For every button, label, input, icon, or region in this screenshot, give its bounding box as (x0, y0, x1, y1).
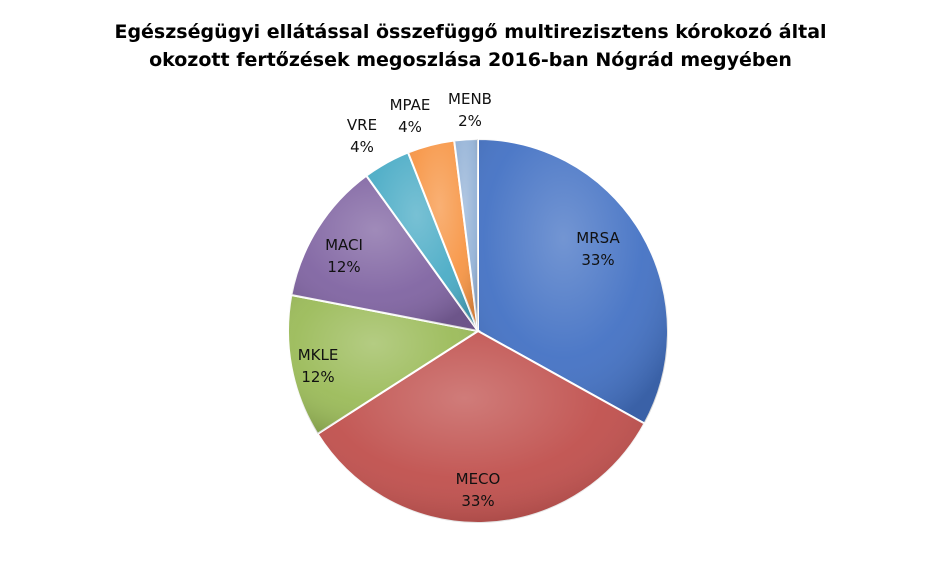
pie-slice-shading-mrsa (478, 139, 669, 424)
pie-slices (287, 137, 669, 525)
pie-pct-maci: 12% (327, 258, 360, 276)
pie-pct-menb: 2% (458, 112, 482, 130)
pie-pct-vre: 4% (350, 138, 374, 156)
chart-title-line-1: Egészségügyi ellátással összefüggő multi… (114, 21, 827, 43)
pie-label-mpae: MPAE (390, 96, 431, 114)
pie-slice-shading-mpae (408, 140, 478, 331)
pie-pct-mkle: 12% (301, 368, 334, 386)
pie-slice-shading-vre (366, 152, 478, 331)
pie-labels: MRSA 33% MECO 33% MKLE 12% MACI 12% VRE 4% MPAE 4% M… (298, 90, 621, 510)
pie-pct-meco: 33% (461, 492, 494, 510)
pie-label-maci: MACI (325, 236, 363, 254)
pie-label-meco: MECO (456, 470, 501, 488)
pie-pct-mrsa: 33% (581, 251, 614, 269)
chart-title: Egészségügyi ellátással összefüggő multi… (0, 18, 941, 74)
pie-slice-shading-menb (454, 139, 478, 331)
pie-label-vre: VRE (347, 116, 377, 134)
pie-slice-shading-mkle (288, 295, 478, 434)
pie-pct-mpae: 4% (398, 118, 422, 136)
pie-label-mkle: MKLE (298, 346, 339, 364)
chart-title-line-2: okozott fertőzések megoszlása 2016-ban N… (149, 49, 792, 71)
pie-slice-shading-maci (291, 175, 478, 331)
pie-slice-shading-meco (317, 331, 645, 524)
pie-label-menb: MENB (448, 90, 492, 108)
pie-label-mrsa: MRSA (576, 229, 620, 247)
